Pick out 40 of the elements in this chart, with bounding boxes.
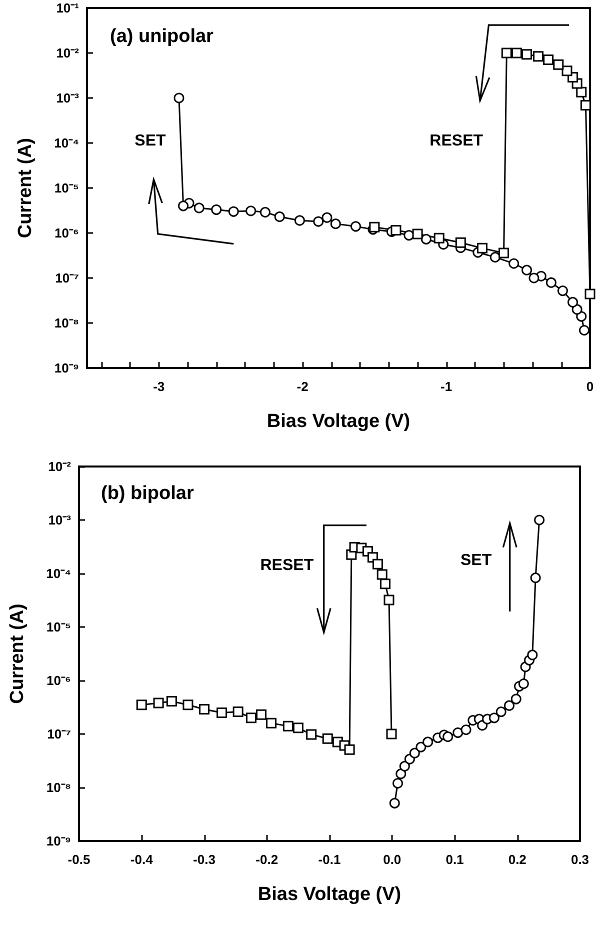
- y-tick-label: 10⁻⁶: [46, 673, 72, 688]
- x-tick-label: -0.5: [68, 852, 90, 867]
- y-tick-label: 10⁻²: [56, 46, 80, 60]
- annotation: RESET: [430, 132, 484, 150]
- y-tick-label: 10⁻⁵: [46, 620, 71, 634]
- y-tick-label: 10⁻⁷: [47, 726, 71, 742]
- x-axis-title: Bias Voltage (V): [266, 411, 410, 432]
- annotation: SET: [134, 132, 166, 150]
- x-tick-label: -1: [440, 379, 452, 394]
- y-tick-label: 10⁻⁹: [54, 360, 79, 376]
- x-tick-label: -0.1: [318, 852, 341, 867]
- x-tick-label: 0.1: [446, 852, 464, 867]
- x-tick-label: -2: [296, 379, 308, 394]
- y-tick-label: 10⁻³: [48, 512, 72, 528]
- x-tick-label: -0.4: [130, 852, 154, 867]
- text: (b) bipolar: [101, 483, 194, 504]
- y-tick-label: 10⁻⁶: [54, 226, 80, 240]
- x-tick-label: 0: [586, 379, 594, 394]
- y-tick-label: 10⁻⁹: [46, 834, 71, 848]
- y-tick-label: 10⁻²: [48, 459, 72, 474]
- y-tick-label: 10⁻⁸: [54, 316, 79, 330]
- x-tick-label: -0.3: [193, 852, 216, 867]
- y-tick-label: 10⁻⁷: [55, 270, 79, 286]
- y-tick-label: 10⁻¹: [56, 0, 79, 16]
- annotation: SET: [460, 552, 492, 570]
- y-axis-title: Current (A): [7, 604, 28, 704]
- x-tick-label: 0.0: [383, 852, 402, 867]
- x-tick-label: 0.2: [508, 852, 526, 867]
- y-tick-label: 10⁻⁴: [54, 136, 79, 150]
- text: (a) unipolar: [110, 26, 214, 47]
- x-axis-title: Bias Voltage (V): [258, 884, 402, 905]
- y-tick-label: 10⁻³: [56, 90, 80, 106]
- x-tick-label: 0.3: [570, 852, 590, 867]
- y-axis-title: Current (A): [15, 138, 36, 238]
- x-tick-label: -3: [153, 379, 165, 394]
- y-tick-label: 10⁻⁸: [46, 780, 71, 795]
- x-tick-label: -0.2: [256, 852, 278, 867]
- y-tick-label: 10⁻⁵: [54, 180, 79, 196]
- annotation: RESET: [260, 556, 314, 574]
- y-tick-label: 10⁻⁴: [46, 566, 71, 581]
